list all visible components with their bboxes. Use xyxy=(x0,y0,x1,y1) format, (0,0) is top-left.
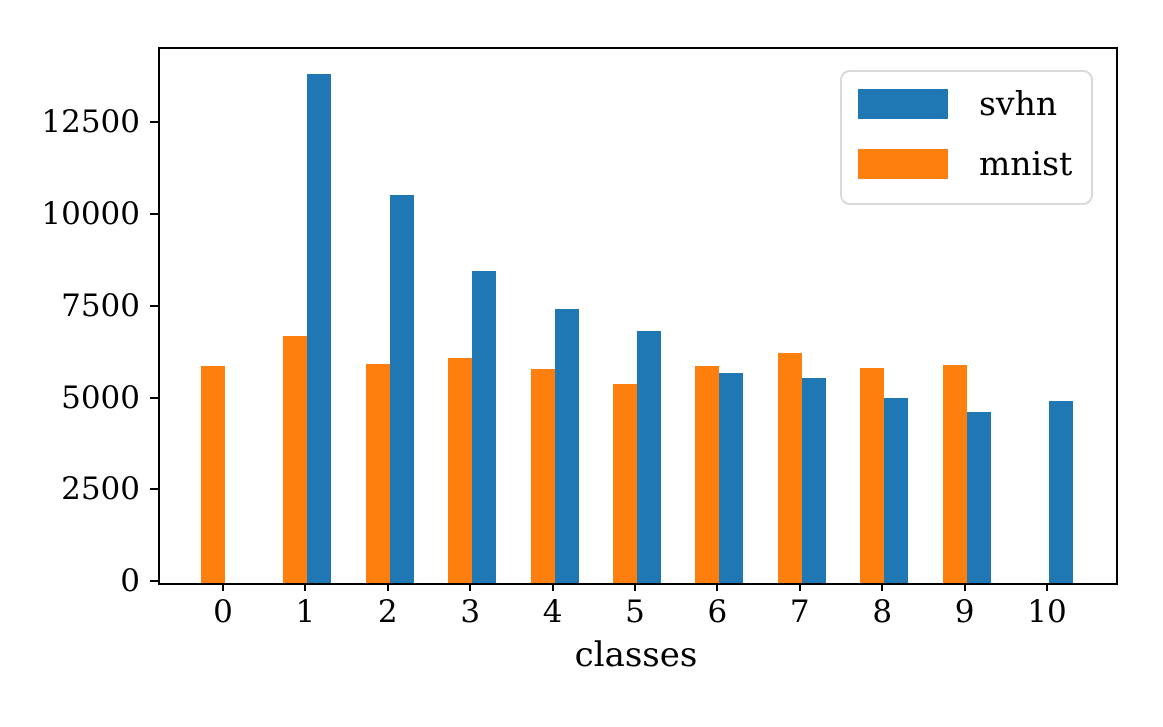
legend-swatch-mnist xyxy=(858,149,948,179)
x-tick-mark xyxy=(881,583,884,591)
x-tick-label: 10 xyxy=(1027,594,1067,630)
y-tick-mark xyxy=(150,121,158,124)
bar-svhn-5 xyxy=(637,330,661,583)
bar-mnist-1 xyxy=(283,335,308,583)
bar-mnist-0 xyxy=(201,365,225,583)
bar-mnist-5 xyxy=(613,384,637,583)
bar-mnist-3 xyxy=(448,358,473,583)
bar-svhn-3 xyxy=(472,271,497,583)
bar-svhn-2 xyxy=(389,194,414,583)
x-tick-mark xyxy=(551,583,554,591)
x-tick-mark xyxy=(386,583,389,591)
x-tick-mark xyxy=(634,583,636,591)
x-tick-label: 1 xyxy=(295,594,316,630)
y-tick-label: 10000 xyxy=(41,196,140,233)
legend-swatch-svhn xyxy=(858,89,948,119)
bar-mnist-7 xyxy=(777,353,802,583)
x-tick-label: 3 xyxy=(460,594,481,630)
bar-mnist-2 xyxy=(365,364,390,583)
x-tick-label: 7 xyxy=(789,594,810,630)
x-tick-label: 0 xyxy=(213,594,233,630)
y-tick-label: 5000 xyxy=(61,379,140,416)
x-tick-mark xyxy=(304,583,307,591)
y-tick-mark xyxy=(150,580,158,582)
y-tick-label: 2500 xyxy=(61,471,140,508)
legend-label-svhn: svhn xyxy=(979,84,1058,123)
x-tick-label: 8 xyxy=(872,594,893,630)
x-tick-label: 9 xyxy=(954,594,975,630)
x-axis-label: classes xyxy=(574,635,698,675)
legend-item-mnist: mnist xyxy=(858,144,1073,183)
y-tick-mark xyxy=(150,488,158,491)
bar-mnist-4 xyxy=(530,368,555,583)
y-tick-mark xyxy=(150,396,158,399)
y-tick-label: 0 xyxy=(120,563,140,599)
bar-mnist-8 xyxy=(860,368,885,583)
bar-svhn-4 xyxy=(554,309,579,583)
x-tick-label: 2 xyxy=(377,594,398,630)
x-tick-label: 5 xyxy=(625,594,645,630)
legend-label-mnist: mnist xyxy=(979,144,1073,183)
y-tick-mark xyxy=(150,304,158,307)
bar-svhn-6 xyxy=(719,372,744,583)
x-tick-mark xyxy=(222,583,224,591)
y-tick-label: 7500 xyxy=(61,287,140,324)
bar-mnist-9 xyxy=(942,364,967,583)
legend-item-svhn: svhn xyxy=(858,84,1058,123)
bar-svhn-7 xyxy=(801,377,826,583)
x-tick-label: 4 xyxy=(542,594,563,630)
x-tick-mark xyxy=(963,583,966,591)
bar-mnist-6 xyxy=(695,365,720,583)
bar-svhn-9 xyxy=(966,412,991,583)
x-tick-mark xyxy=(1046,583,1048,591)
y-tick-mark xyxy=(150,213,158,216)
legend: svhn mnist xyxy=(840,70,1093,205)
x-tick-label: 6 xyxy=(707,594,728,630)
x-tick-mark xyxy=(798,583,801,591)
bar-svhn-10 xyxy=(1049,401,1073,583)
bar-svhn-8 xyxy=(884,397,909,583)
y-tick-label: 12500 xyxy=(41,104,140,141)
x-tick-mark xyxy=(716,583,719,591)
x-tick-mark xyxy=(469,583,472,591)
bar-svhn-1 xyxy=(307,74,332,583)
